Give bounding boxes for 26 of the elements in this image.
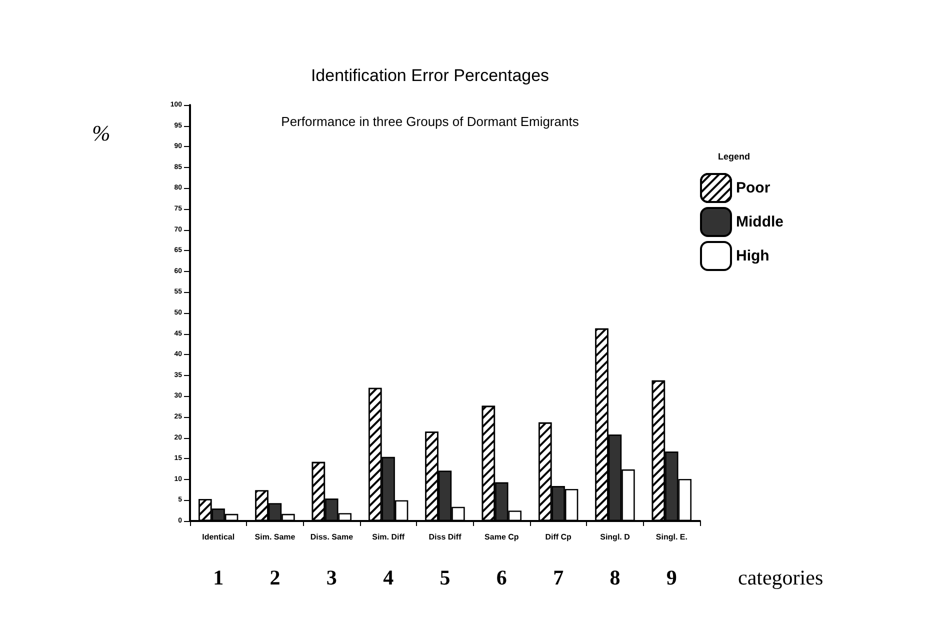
text: Performance in three Groups of Dormant Emigrants xyxy=(281,114,580,129)
x-axis-title: categories xyxy=(738,566,824,590)
legend-label: Poor xyxy=(736,180,770,196)
legend-label: Middle xyxy=(736,214,784,230)
text: 2 xyxy=(270,566,280,590)
text: 9 xyxy=(666,566,677,590)
x-tick-label: Diss. Same xyxy=(310,532,354,542)
text: 5 xyxy=(440,566,450,590)
y-axis-title: % xyxy=(92,120,110,146)
text: 3 xyxy=(326,566,337,590)
text: 6 xyxy=(496,566,507,590)
x-tick-label: Diss Diff xyxy=(428,532,462,542)
x-tick-label: Diff Cp xyxy=(545,532,572,542)
x-tick-label: Singl. D xyxy=(600,532,630,542)
x-tick-label: Sim. Diff xyxy=(372,532,405,542)
x-tick-label: Identical xyxy=(202,532,235,542)
text: 8 xyxy=(610,566,620,590)
text: 4 xyxy=(383,566,394,590)
legend-title: Legend xyxy=(718,152,750,162)
text: 7 xyxy=(553,566,564,590)
text: 1 xyxy=(213,566,224,590)
x-tick-label: Same Cp xyxy=(484,532,519,542)
x-tick-label: Singl. E. xyxy=(656,532,688,542)
legend-label: High xyxy=(736,248,770,264)
x-tick-label: Sim. Same xyxy=(254,532,296,542)
chart-title: Identification Error Percentages xyxy=(310,66,550,85)
